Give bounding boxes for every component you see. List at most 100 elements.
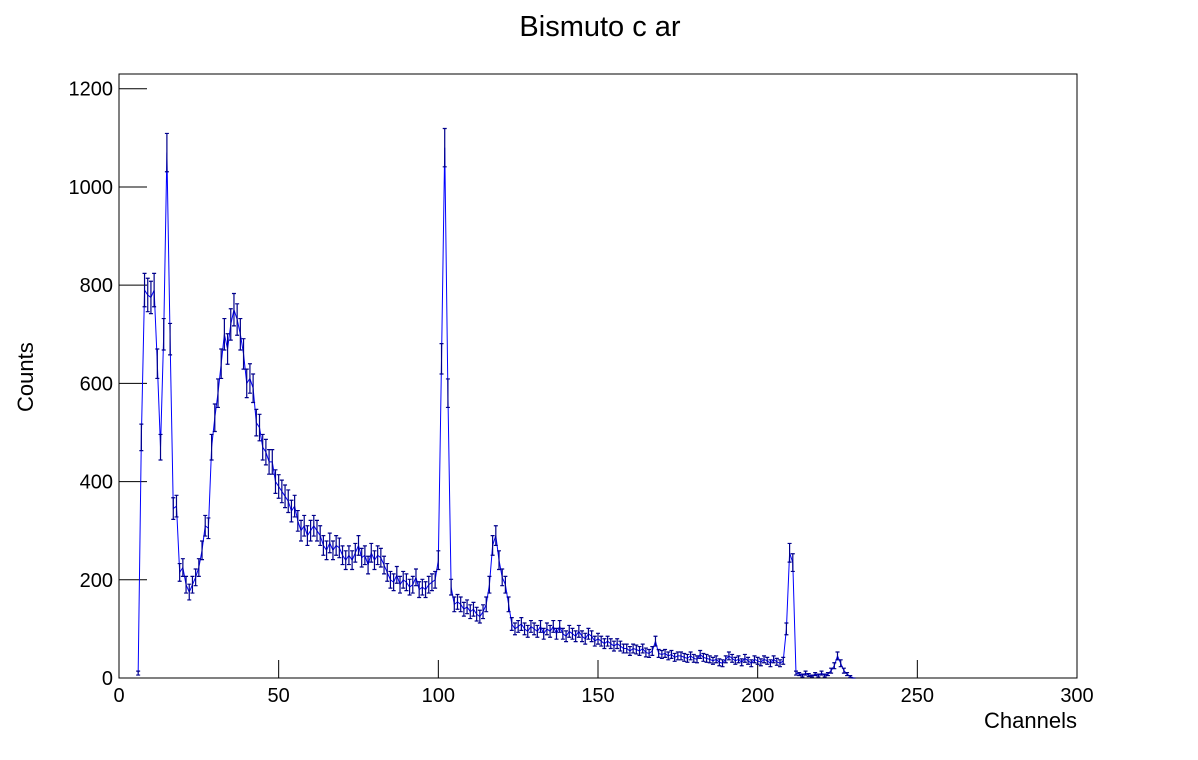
error-bar <box>679 651 684 661</box>
error-bar <box>442 127 447 168</box>
error-bar <box>200 540 205 561</box>
error-bar <box>698 649 703 659</box>
error-bar <box>235 303 240 336</box>
error-bar <box>164 132 169 173</box>
error-bar <box>487 575 492 594</box>
error-bar <box>362 545 367 566</box>
error-bar <box>707 655 712 664</box>
y-axis-label: Counts <box>13 342 38 412</box>
error-bar <box>790 553 795 573</box>
x-tick-label: 150 <box>581 685 614 707</box>
error-bar <box>289 499 294 523</box>
error-bar <box>139 423 144 452</box>
error-bar <box>608 638 613 650</box>
error-bar <box>656 648 661 658</box>
error-bar <box>653 635 658 647</box>
error-bar <box>800 673 805 678</box>
error-bar <box>142 272 147 308</box>
y-tick-label: 600 <box>80 373 113 395</box>
error-bar <box>522 622 527 636</box>
error-bar <box>570 627 575 640</box>
error-bar <box>257 413 262 442</box>
error-bar <box>225 333 230 365</box>
error-bar <box>723 655 728 664</box>
error-bar <box>516 619 521 633</box>
error-bar <box>314 519 319 542</box>
error-bar <box>477 609 482 624</box>
error-bar <box>586 627 591 640</box>
error-bar <box>152 272 157 308</box>
error-bar <box>145 277 150 313</box>
error-bar <box>848 674 853 679</box>
error-bar <box>583 632 588 645</box>
error-bar <box>455 593 460 610</box>
error-bar <box>774 657 779 666</box>
error-bar <box>168 322 173 356</box>
error-bar <box>822 673 827 678</box>
error-bar <box>426 575 431 594</box>
error-bar <box>423 581 428 599</box>
error-bar <box>228 308 233 341</box>
error-bar <box>190 575 195 594</box>
error-bar <box>401 570 406 589</box>
error-bar <box>560 627 565 640</box>
error-bar <box>669 649 674 659</box>
error-bar <box>212 403 217 433</box>
error-bar <box>528 619 533 633</box>
error-bar <box>318 525 323 547</box>
error-bar <box>161 317 166 351</box>
error-bar <box>177 562 182 582</box>
error-bar <box>726 651 731 661</box>
error-bar <box>500 568 505 587</box>
error-bar <box>295 509 300 532</box>
y-tick-label: 200 <box>80 570 113 592</box>
error-bar <box>682 652 687 662</box>
error-bar <box>781 656 786 665</box>
error-bar <box>273 469 278 494</box>
error-bar <box>627 645 632 657</box>
error-bar <box>231 292 236 327</box>
error-bar <box>279 479 284 504</box>
error-bar <box>260 433 265 461</box>
error-bar <box>512 622 517 636</box>
x-tick-label: 300 <box>1060 685 1093 707</box>
error-bar <box>733 656 738 665</box>
data-line <box>137 147 854 679</box>
error-bar <box>615 638 620 650</box>
y-tick-label: 800 <box>80 275 113 297</box>
x-tick-label: 200 <box>741 685 774 707</box>
error-bar <box>244 368 249 399</box>
error-bar <box>458 596 463 613</box>
error-bar <box>468 604 473 620</box>
error-bar <box>171 497 176 520</box>
error-bar <box>366 555 371 575</box>
error-bar <box>611 640 616 652</box>
error-bar <box>369 542 374 563</box>
error-bar <box>343 550 348 571</box>
error-bar <box>254 408 259 437</box>
error-bar <box>413 568 418 587</box>
error-bar <box>685 653 690 663</box>
error-bar <box>589 630 594 643</box>
error-bar <box>768 659 773 668</box>
error-bar <box>554 627 559 640</box>
error-bar <box>576 624 581 638</box>
error-bar <box>503 575 508 594</box>
error-bar <box>532 622 537 636</box>
error-bar <box>410 575 415 594</box>
error-bar <box>174 494 179 518</box>
error-bar <box>251 373 256 404</box>
error-bar <box>270 449 275 475</box>
error-bar <box>832 662 837 670</box>
error-bar <box>302 514 307 537</box>
error-bar <box>758 658 763 667</box>
error-bar <box>222 317 227 351</box>
error-bar <box>749 659 754 668</box>
error-bar <box>573 630 578 643</box>
error-bar <box>736 655 741 664</box>
error-bar <box>372 550 377 571</box>
error-bar <box>417 581 422 599</box>
error-bar <box>710 656 715 665</box>
error-bar <box>541 627 546 640</box>
